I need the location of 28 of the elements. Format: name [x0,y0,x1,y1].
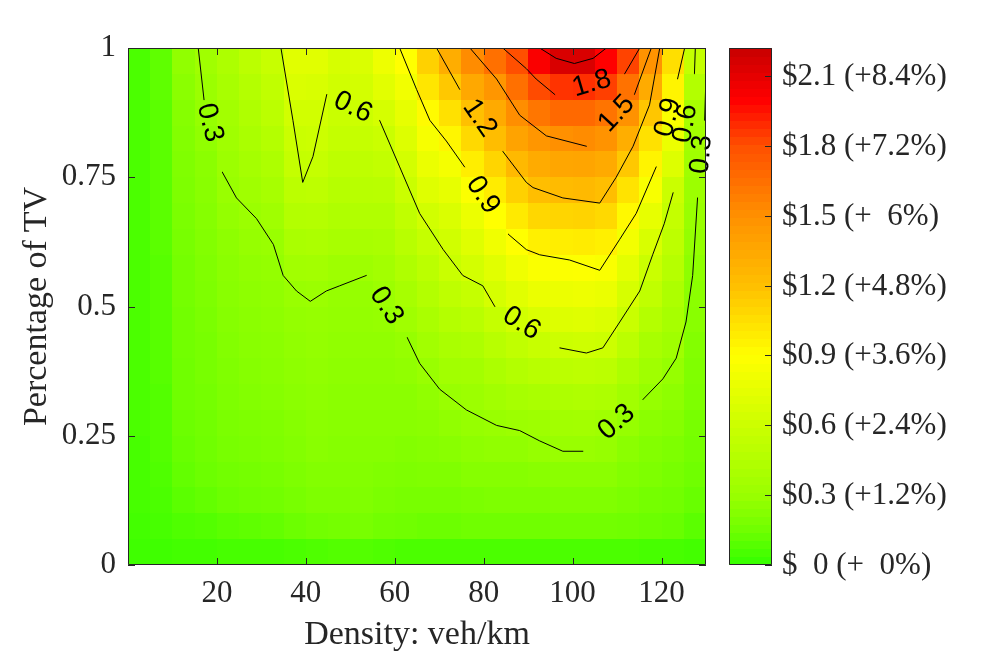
text: 0.3 [191,99,232,145]
x-tick-label: 20 [201,573,233,609]
color-bar-label: $0.6 (+2.4%) [782,405,947,441]
text: 0.6 [497,298,548,346]
y-tick-label: 0 [100,545,116,581]
y-tick-label: 0.5 [77,286,116,322]
y-tick-label: 0.75 [61,157,116,193]
color-bar-label: $0.9 (+3.6%) [782,335,947,371]
color-bar-label: $1.5 (+ 6%) [782,196,939,232]
x-tick-label: 100 [549,573,596,609]
x-axis-title: Density: veh/km [304,613,530,651]
text: 0.9 [460,169,508,219]
x-tick-label: 60 [379,573,411,609]
text: 1.2 [457,92,505,142]
x-tick-label: 40 [290,573,322,609]
text: 0.3 [364,280,412,330]
x-tick-label: 80 [468,573,500,609]
y-tick-label: 0.25 [61,415,116,451]
y-tick-label: 1 [100,28,116,64]
y-axis-title: Percentage of TV [16,186,54,427]
color-bar-label: $1.2 (+4.8%) [782,266,947,302]
text: 0.6 [329,83,379,129]
color-bar-label: $2.1 (+8.4%) [782,56,947,92]
text: 0.3 [590,396,641,446]
color-bar-label: $1.8 (+7.2%) [782,126,947,162]
color-bar-label: $ 0 (+ 0%) [782,545,932,581]
color-bar-label: $0.3 (+1.2%) [782,475,947,511]
x-tick-label: 120 [638,573,685,609]
